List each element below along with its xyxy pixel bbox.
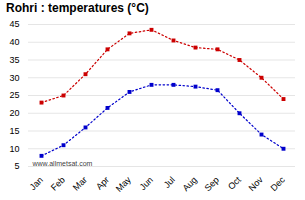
svg-text:Dec: Dec bbox=[269, 174, 288, 193]
svg-text:Apr: Apr bbox=[94, 175, 111, 192]
svg-text:Mar: Mar bbox=[71, 175, 89, 193]
svg-text:Oct: Oct bbox=[226, 174, 243, 191]
svg-text:Sep: Sep bbox=[203, 175, 221, 193]
svg-text:30: 30 bbox=[9, 73, 19, 83]
svg-text:Feb: Feb bbox=[49, 175, 67, 193]
svg-text:5: 5 bbox=[14, 161, 19, 171]
svg-text:www.allmetsat.com: www.allmetsat.com bbox=[32, 160, 93, 167]
svg-text:35: 35 bbox=[9, 55, 19, 65]
svg-text:40: 40 bbox=[9, 37, 19, 47]
svg-text:Aug: Aug bbox=[181, 175, 199, 193]
svg-text:Jan: Jan bbox=[28, 175, 45, 192]
html-text:Rohri : temperatures (°C): Rohri : temperatures (°C) bbox=[6, 1, 149, 15]
svg-text:25: 25 bbox=[9, 90, 19, 100]
svg-text:Jun: Jun bbox=[138, 175, 155, 192]
svg-text:15: 15 bbox=[9, 126, 19, 136]
svg-text:Nov: Nov bbox=[247, 174, 266, 193]
svg-text:May: May bbox=[114, 174, 133, 193]
svg-text:10: 10 bbox=[9, 144, 19, 154]
svg-text:45: 45 bbox=[9, 19, 19, 29]
svg-text:20: 20 bbox=[9, 108, 19, 118]
svg-text:Jul: Jul bbox=[162, 175, 177, 190]
